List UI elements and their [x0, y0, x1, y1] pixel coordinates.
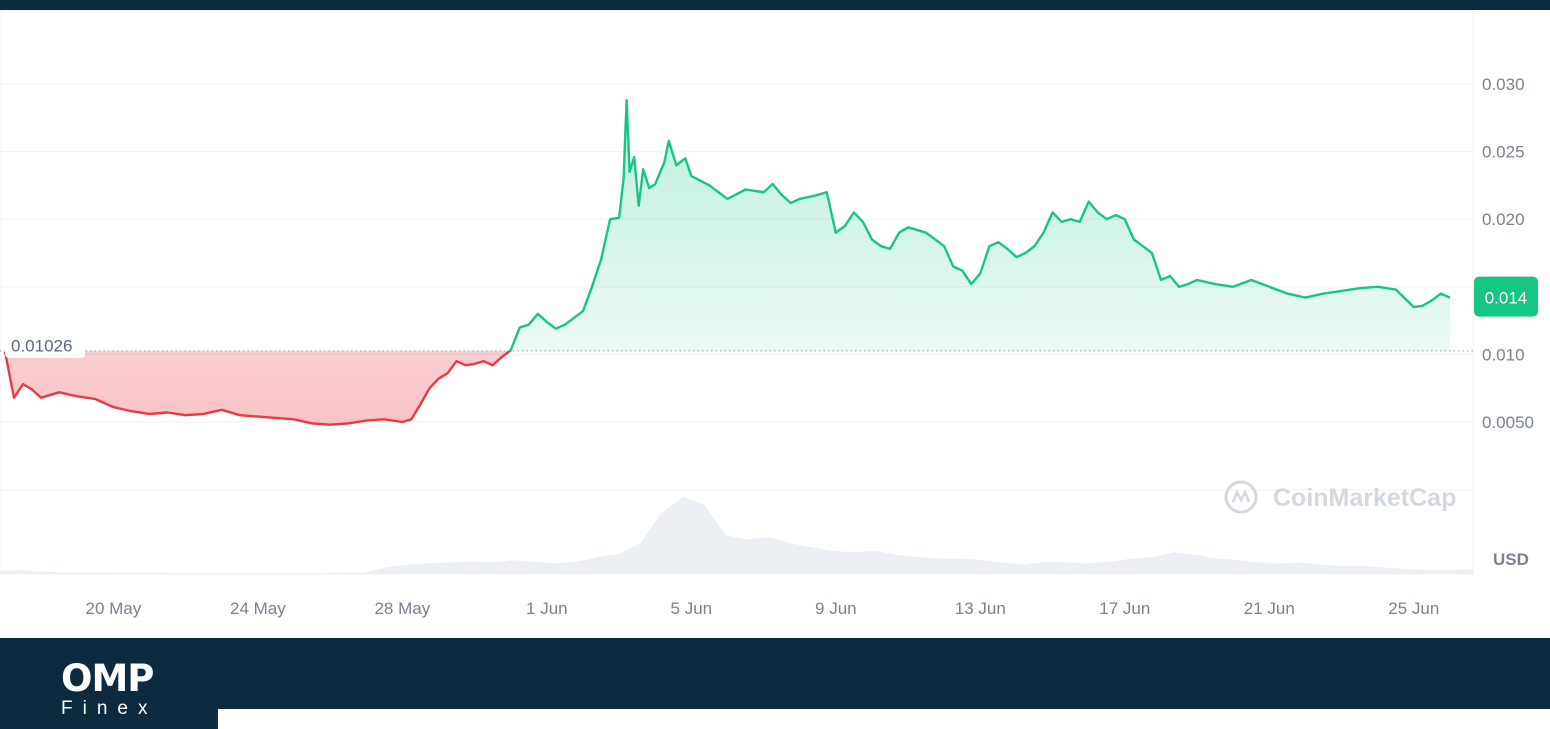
price-line-down[interactable] [3, 100, 1450, 426]
logo-main-text: OMP [61, 657, 154, 700]
price-line-up[interactable] [5, 99, 1451, 425]
price-chart[interactable]: CoinMarketCap 0.0050 0.010 0.020 0.025 0.030… [0, 10, 1550, 638]
current-price-label: 0.014 [1485, 289, 1528, 308]
x-tick-label: 28 May [374, 599, 430, 618]
price-chart-svg: CoinMarketCap 0.0050 0.010 0.020 0.025 0.030… [0, 10, 1538, 618]
x-tick-label: 20 May [85, 599, 141, 618]
x-tick-label: 21 Jun [1244, 599, 1295, 618]
y-tick-label: 0.025 [1482, 143, 1525, 162]
price-area-down [5, 350, 1450, 425]
y-tick-label: 0.0050 [1482, 413, 1534, 432]
watermark-text: CoinMarketCap [1273, 484, 1456, 512]
coinmarketcap-icon [1224, 480, 1258, 514]
volume-area [0, 497, 1473, 574]
y-tick-label: 0.020 [1482, 210, 1525, 229]
footer-notch [218, 709, 1550, 729]
y-tick-label: 0.010 [1482, 345, 1525, 364]
x-tick-label: 17 Jun [1099, 599, 1150, 618]
logo-sub-text: Finex [61, 698, 158, 719]
baseline-label-bg [5, 333, 85, 358]
x-tick-label: 13 Jun [955, 599, 1006, 618]
top-bar [0, 0, 1550, 10]
x-tick-label: 5 Jun [671, 599, 713, 618]
x-tick-label: 9 Jun [815, 599, 857, 618]
x-tick-label: 24 May [230, 599, 286, 618]
currency-label: USD [1493, 550, 1529, 569]
y-tick-label: 0.030 [1482, 75, 1525, 94]
footer-bar: OMP Finex [0, 638, 1550, 729]
price-area-up [509, 100, 1450, 351]
x-tick-label: 1 Jun [526, 599, 568, 618]
omp-finex-logo: OMP Finex [61, 660, 157, 719]
watermark: CoinMarketCap [1224, 480, 1456, 514]
current-price-tag [1474, 276, 1538, 317]
x-tick-label: 25 Jun [1388, 599, 1439, 618]
baseline-label: 0.01026 [11, 336, 72, 355]
